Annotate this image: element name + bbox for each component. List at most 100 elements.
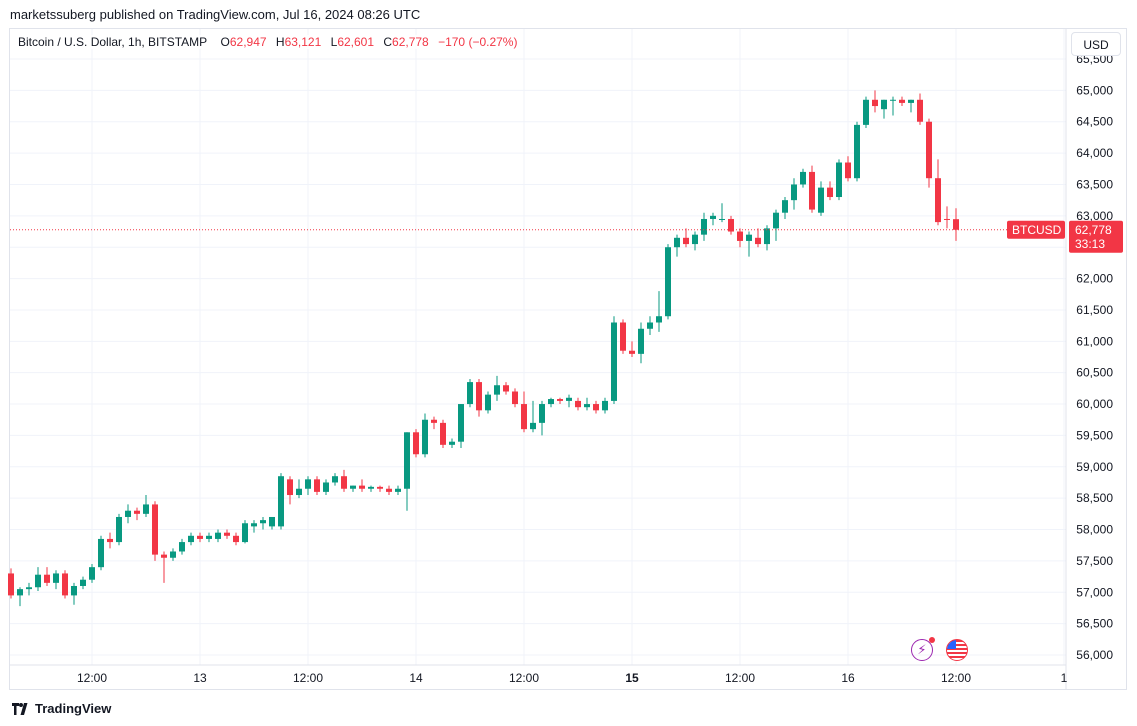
candle (332, 473, 338, 486)
candle (206, 532, 212, 543)
candle-body (476, 382, 482, 411)
candle-body (575, 400, 581, 408)
candle (350, 485, 356, 492)
candle (863, 96, 869, 129)
candle (953, 208, 959, 241)
candle (692, 231, 698, 251)
candle (287, 476, 293, 505)
candle-body (143, 504, 149, 514)
high-label: H (275, 35, 285, 49)
time-tick-label: 14 (409, 671, 423, 685)
price-tick-label: 57,000 (1076, 585, 1113, 599)
time-tick-label: 15 (625, 671, 639, 685)
candle-body (449, 441, 455, 445)
candle-body (692, 234, 698, 245)
candle (278, 473, 284, 530)
candle (539, 400, 545, 436)
candle-body (854, 124, 860, 179)
candle-body (269, 516, 275, 527)
candle-body (170, 551, 176, 558)
us-flag-icon[interactable] (946, 639, 968, 661)
candle-body (350, 485, 356, 489)
candle-body (539, 404, 545, 423)
candle (872, 90, 878, 113)
candle-body (8, 573, 14, 596)
brand-name: TradingView (35, 701, 112, 716)
candle-body (899, 99, 905, 103)
candle (62, 570, 68, 599)
candle (791, 178, 797, 210)
candle-body (215, 532, 221, 539)
candle (593, 400, 599, 414)
candle (485, 391, 491, 414)
candle (674, 234, 680, 257)
candle (620, 319, 626, 354)
candle-body (836, 162, 842, 198)
price-tick-label: 61,000 (1076, 334, 1113, 348)
candle (35, 567, 41, 592)
candle (152, 501, 158, 561)
candle (710, 212, 716, 226)
candle-body (890, 99, 896, 101)
currency-button[interactable]: USD (1071, 32, 1121, 56)
candle-body (422, 419, 428, 455)
candle-body (98, 538, 104, 568)
candle (836, 159, 842, 201)
bolt-icon[interactable]: ⚡ (911, 637, 935, 661)
time-tick-label: 12:00 (509, 671, 539, 685)
candle (233, 532, 239, 546)
candle-body (377, 486, 383, 489)
candle (224, 529, 230, 539)
candle-body (557, 399, 563, 401)
candle (638, 322, 644, 364)
price-tick-label: 57,500 (1076, 554, 1113, 568)
candle-body (62, 573, 68, 596)
candle-body (413, 432, 419, 455)
change-value: −170 (−0.27%) (438, 35, 518, 49)
candle (719, 203, 725, 223)
price-tick-label: 63,500 (1076, 177, 1113, 191)
candle-body (332, 476, 338, 483)
candle (179, 538, 185, 555)
candles (8, 90, 959, 607)
candle-body (512, 391, 518, 405)
candle (476, 378, 482, 417)
price-tick-label: 61,500 (1076, 303, 1113, 317)
candle-body (917, 99, 923, 122)
candle (575, 397, 581, 411)
candle (8, 568, 14, 599)
candle (431, 416, 437, 430)
candle-body (881, 99, 887, 110)
price-tag-symbol-bg (1007, 220, 1065, 239)
symbol-name: Bitcoin / U.S. Dollar, 1h, BITSTAMP (18, 35, 208, 49)
candle-body (440, 422, 446, 445)
candle-body (80, 579, 86, 586)
candle-body (197, 535, 203, 539)
candle (395, 485, 401, 496)
candle (737, 228, 743, 248)
tradingview-brand[interactable]: TradingView (12, 701, 111, 716)
candle-body (116, 516, 122, 543)
candle-body (566, 397, 572, 401)
candle-body (386, 488, 392, 492)
low-value: 62,601 (337, 35, 375, 49)
candle (17, 587, 23, 607)
open-value: 62,947 (229, 35, 267, 49)
candle-body (674, 237, 680, 248)
candle (26, 582, 32, 596)
time-tick-label: 12:00 (293, 671, 323, 685)
candle (890, 96, 896, 116)
candle (188, 532, 194, 546)
candle (323, 479, 329, 496)
candle (665, 244, 671, 320)
candle-body (287, 479, 293, 496)
candle (458, 404, 464, 448)
candle-body (53, 573, 59, 583)
time-tick-label: 12:00 (725, 671, 755, 685)
candle-body (125, 510, 131, 517)
price-tag-symbol: BTCUSD (1012, 223, 1062, 237)
candle-body (161, 554, 167, 558)
candle-body (206, 535, 212, 539)
candle-body (242, 523, 248, 543)
